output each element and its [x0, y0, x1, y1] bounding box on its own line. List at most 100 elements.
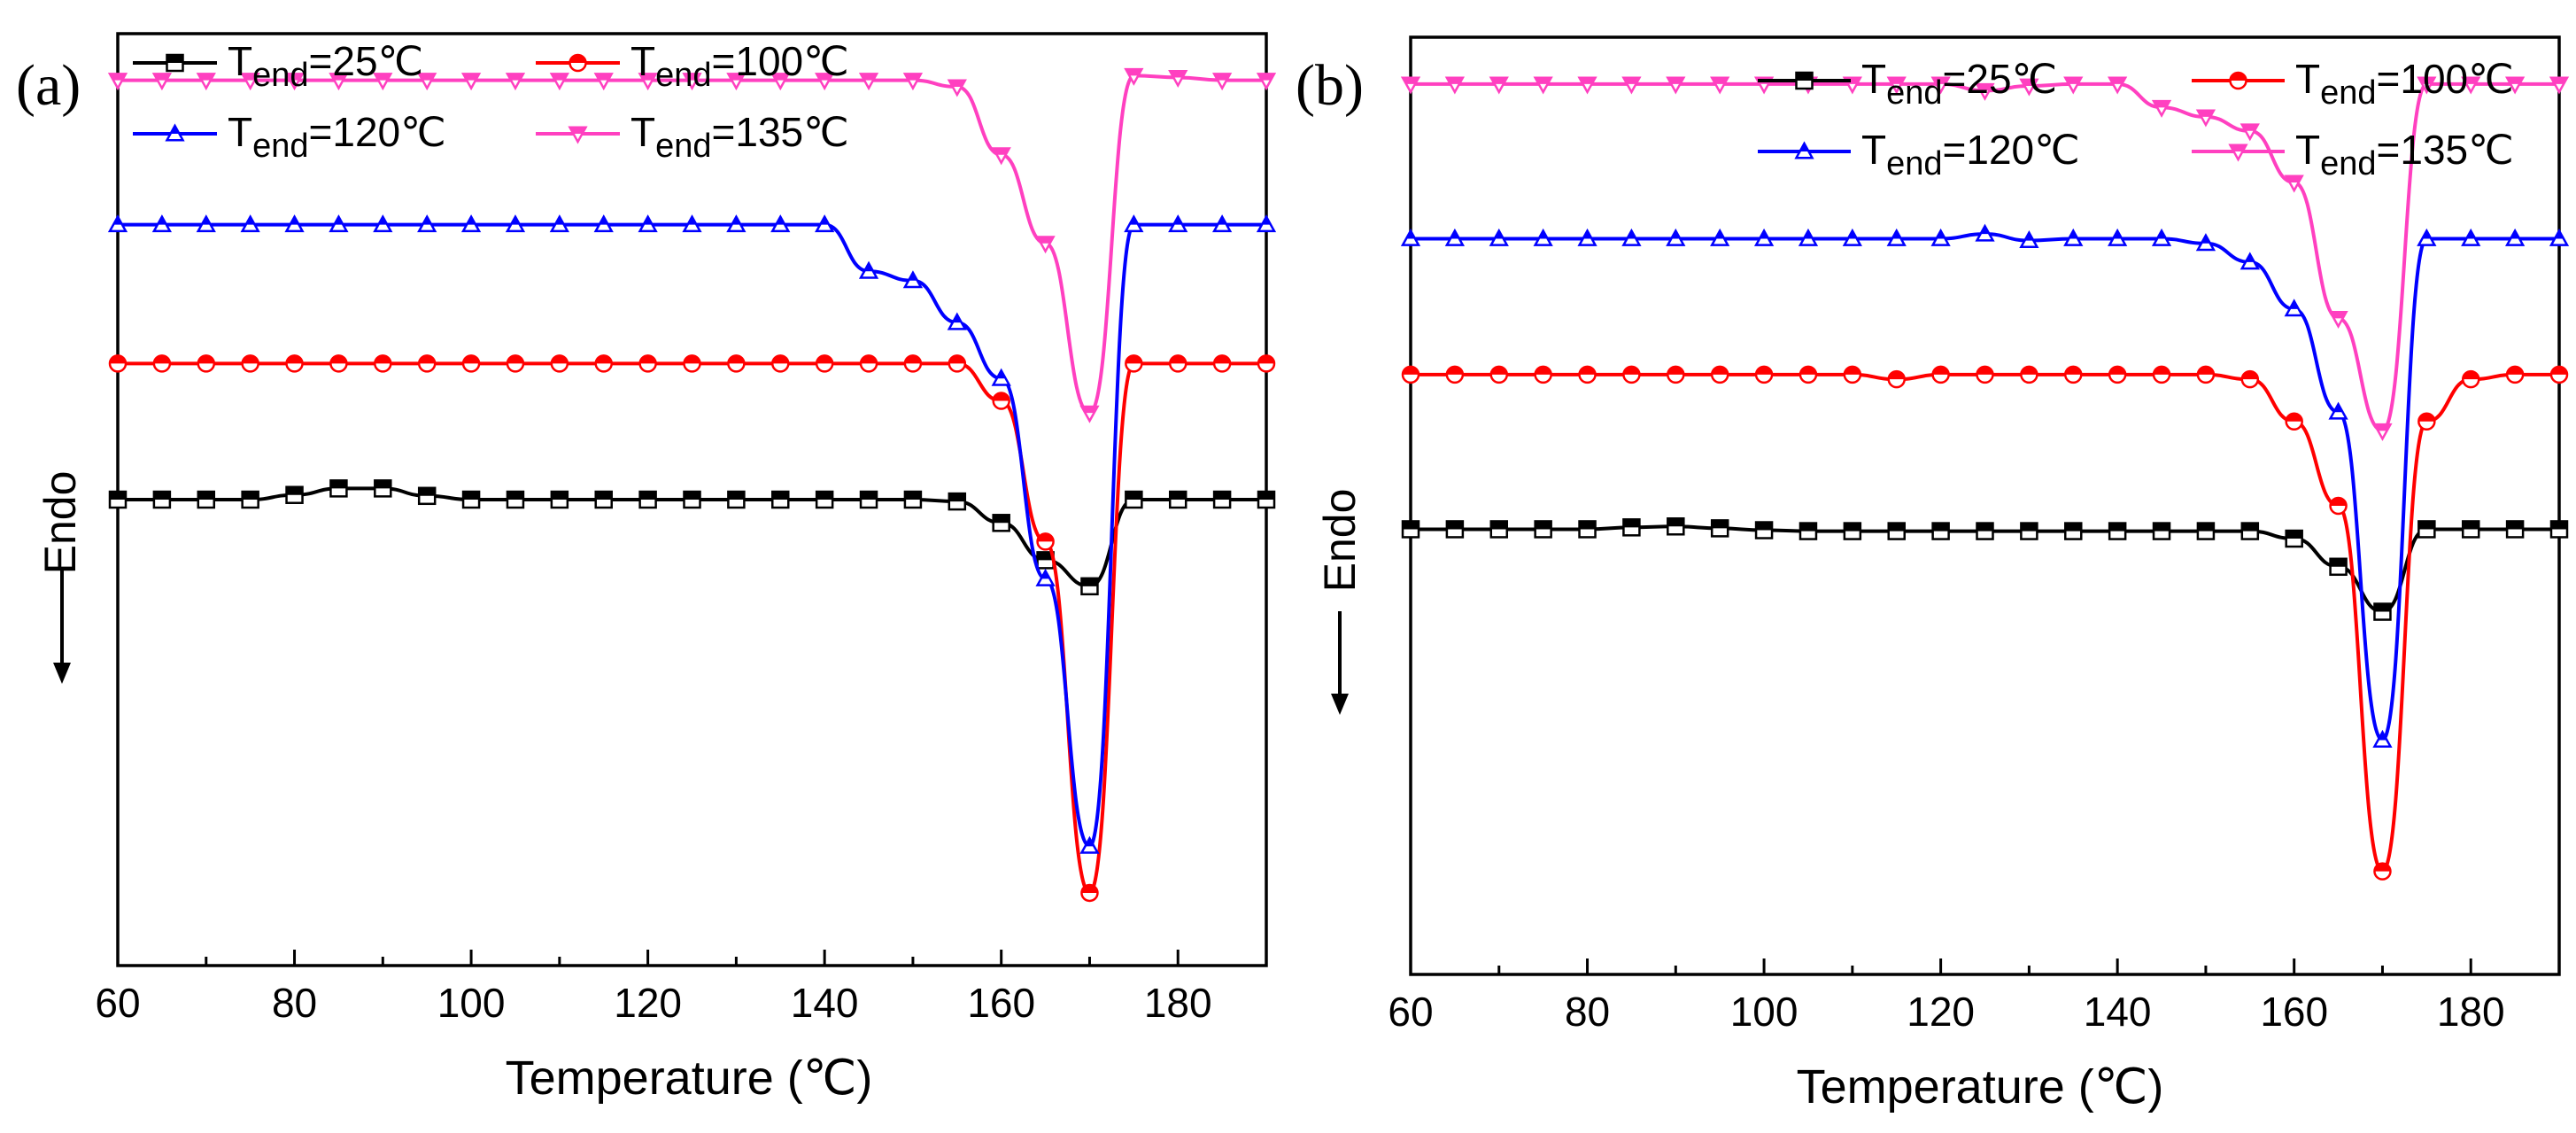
- data-point: [726, 73, 746, 91]
- data-point: [417, 354, 437, 373]
- data-point: [1124, 214, 1144, 233]
- data-point: [1035, 568, 1056, 586]
- data-point: [506, 490, 525, 509]
- data-point: [549, 73, 569, 91]
- legend-entry: Tend=135℃: [536, 109, 849, 165]
- data-point: [948, 492, 967, 511]
- data-point: [1168, 214, 1188, 233]
- data-point: [2549, 76, 2570, 95]
- data-point: [1622, 365, 1641, 384]
- x-tick-label: 100: [437, 980, 506, 1026]
- data-point: [1124, 67, 1144, 86]
- data-point: [151, 214, 173, 233]
- data-point: [1211, 214, 1233, 233]
- data-point: [1754, 365, 1774, 384]
- legend-label-rest: =25℃: [1943, 56, 2058, 102]
- data-point: [152, 354, 172, 373]
- data-point: [2329, 496, 2348, 516]
- legend-label-sub: end: [655, 128, 711, 165]
- series-triangle-down: [107, 67, 1277, 423]
- data-point: [2417, 76, 2437, 95]
- series-square: [1401, 517, 2569, 621]
- data-point: [2240, 522, 2260, 540]
- legend-label-rest: =135℃: [2377, 127, 2514, 173]
- data-point: [593, 214, 614, 233]
- data-point: [1754, 521, 1774, 539]
- data-point: [682, 73, 702, 91]
- data-point: [2195, 233, 2216, 252]
- data-point: [1401, 520, 1420, 539]
- legend-label-main: T: [228, 109, 252, 155]
- data-point: [2461, 369, 2480, 389]
- data-point: [947, 312, 967, 330]
- data-point: [2285, 412, 2303, 431]
- data-point: [1931, 522, 1950, 540]
- data-point: [373, 73, 393, 91]
- data-point: [2373, 602, 2392, 621]
- data-point: [240, 214, 260, 233]
- data-point: [638, 490, 657, 509]
- data-point: [505, 214, 526, 233]
- data-point: [108, 354, 128, 373]
- data-point: [683, 490, 701, 509]
- data-point: [1798, 228, 1819, 246]
- legend-marker: [2229, 71, 2247, 90]
- data-point: [1035, 236, 1056, 254]
- data-point: [1444, 228, 1466, 246]
- data-point: [815, 73, 835, 91]
- data-point: [197, 490, 216, 509]
- panel-b: (b) Endo Temperature (℃) 60 80 100 120 140 16…: [1296, 35, 2570, 1114]
- data-point: [374, 479, 392, 498]
- data-point: [1489, 520, 1509, 539]
- data-point: [859, 490, 878, 509]
- data-point: [107, 73, 128, 91]
- data-point: [550, 490, 569, 509]
- data-point: [549, 214, 569, 233]
- data-point: [2461, 76, 2481, 95]
- data-point: [1080, 883, 1099, 903]
- data-point: [2461, 520, 2480, 539]
- panel-b-label: (b): [1296, 53, 1364, 118]
- data-point: [815, 490, 834, 509]
- legend-label: Tend=135℃: [2295, 127, 2514, 182]
- data-point: [506, 354, 525, 373]
- data-point: [1125, 354, 1143, 373]
- legend-entry: Tend=135℃: [2192, 127, 2514, 182]
- data-point: [2196, 365, 2216, 384]
- legend-label-sub: end: [2320, 145, 2376, 182]
- data-point: [948, 354, 967, 373]
- data-point: [1400, 228, 1421, 246]
- data-point: [1489, 365, 1509, 384]
- data-point: [1887, 369, 1906, 389]
- legend-entry: Tend=100℃: [2192, 56, 2514, 112]
- legend-marker: [166, 53, 184, 73]
- data-point: [461, 354, 481, 373]
- data-point: [2240, 369, 2260, 389]
- series-square: [108, 479, 1276, 596]
- data-point: [1577, 76, 1597, 95]
- data-point: [2549, 520, 2569, 539]
- data-point: [1753, 228, 1775, 246]
- series-circle: [1401, 365, 2569, 881]
- data-point: [859, 354, 878, 373]
- data-point: [1445, 520, 1465, 539]
- legend-marker: [165, 123, 185, 142]
- x-tick-label: 100: [1730, 989, 1799, 1035]
- data-point: [2328, 401, 2348, 420]
- data-point: [1621, 228, 1642, 246]
- data-point: [2329, 557, 2348, 577]
- data-point: [1212, 354, 1232, 373]
- data-point: [2064, 365, 2083, 384]
- data-point: [1975, 82, 1995, 101]
- data-point: [1930, 76, 1951, 95]
- legend-label: Tend=25℃: [1861, 56, 2057, 112]
- data-point: [460, 214, 482, 233]
- data-point: [1125, 490, 1143, 509]
- data-point: [1489, 228, 1509, 246]
- data-point: [2239, 252, 2260, 270]
- data-point: [727, 490, 746, 509]
- data-point: [550, 354, 569, 373]
- data-point: [2063, 228, 2084, 246]
- data-point: [1578, 365, 1597, 384]
